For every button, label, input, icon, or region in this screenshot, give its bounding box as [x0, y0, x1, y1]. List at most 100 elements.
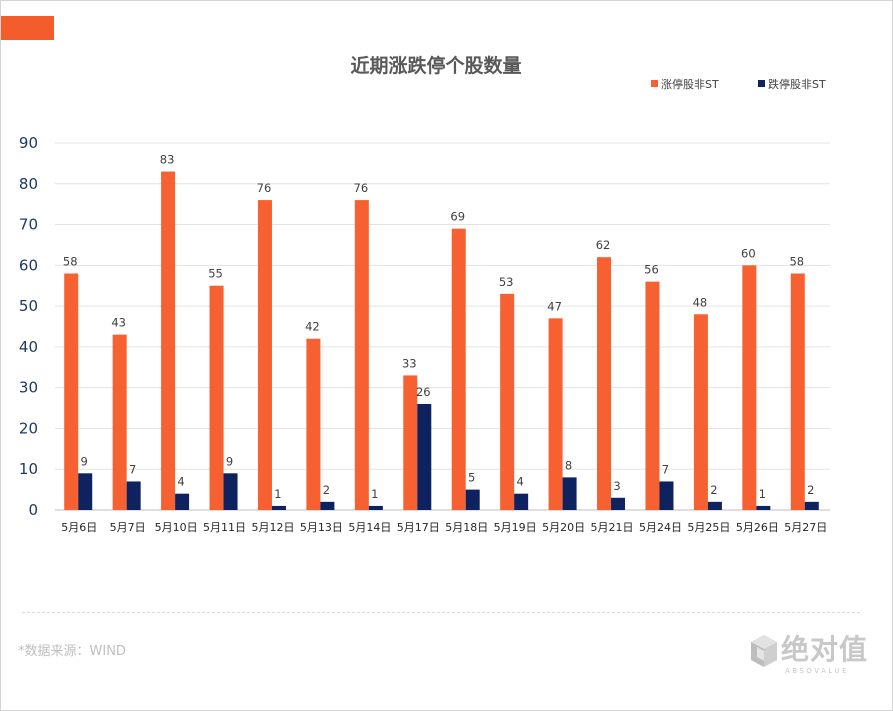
bar-limit-down: [223, 473, 238, 510]
bar-limit-down: [611, 497, 626, 510]
bar-limit-down: [707, 501, 722, 510]
brand-logo: 绝对值 ABSOVALUE: [749, 633, 869, 679]
bar-limit-down: [78, 473, 93, 510]
bar-limit-up: [403, 375, 418, 510]
bar-limit-up: [257, 200, 272, 511]
x-tick-label: 5月10日: [155, 521, 198, 534]
bar-limit-down: [126, 481, 141, 510]
data-label-limit-up: 33: [402, 356, 417, 370]
x-tick-label: 5月14日: [348, 521, 391, 534]
data-label-limit-up: 56: [644, 263, 659, 277]
bar-limit-up: [500, 293, 515, 510]
data-label-limit-up: 62: [596, 238, 611, 252]
bar-limit-up: [548, 318, 563, 510]
x-tick-label: 5月21日: [591, 521, 634, 534]
x-tick-label: 5月26日: [736, 521, 779, 534]
x-tick-label: 5月12日: [251, 521, 294, 534]
data-label-limit-up: 47: [547, 299, 562, 313]
bar-limit-down: [368, 505, 383, 510]
chart-title: 近期涨跌停个股数量: [350, 54, 521, 77]
y-tick-label: 20: [19, 419, 38, 437]
data-label-limit-down: 8: [565, 458, 572, 472]
data-label-limit-up: 58: [789, 254, 804, 268]
data-label-limit-down: 7: [129, 462, 136, 476]
bars-layer: [64, 171, 819, 511]
data-label-limit-down: 1: [371, 487, 378, 501]
bar-limit-down: [514, 493, 529, 510]
data-label-limit-down: 2: [807, 483, 814, 497]
data-label-limit-up: 58: [63, 254, 78, 268]
logo-text: 绝对值: [781, 633, 869, 666]
bar-limit-down: [756, 505, 771, 510]
x-tick-label: 5月13日: [300, 521, 343, 534]
bar-limit-up: [451, 228, 466, 510]
x-tick-label: 5月20日: [542, 521, 585, 534]
y-tick-label: 0: [28, 501, 38, 519]
x-tick-label: 5月7日: [110, 521, 146, 534]
logo-cube-icon: [751, 635, 777, 667]
bar-limit-down: [659, 481, 674, 510]
data-label-limit-down: 2: [323, 483, 330, 497]
x-tick-label: 5月17日: [397, 521, 440, 534]
bar-limit-up: [742, 265, 757, 510]
data-label-limit-down: 4: [177, 475, 184, 489]
data-label-limit-down: 7: [662, 462, 669, 476]
x-tick-label: 5月6日: [61, 521, 97, 534]
x-tick-label: 5月18日: [445, 521, 488, 534]
data-source-note: *数据来源：WIND: [18, 644, 126, 659]
bar-limit-up: [112, 334, 127, 510]
data-label-limit-down: 3: [613, 479, 620, 493]
bar-limit-up: [209, 285, 224, 510]
data-label-limit-up: 76: [354, 181, 369, 195]
bar-limit-up: [354, 200, 369, 511]
accent-tab: [1, 16, 54, 40]
data-label-limit-up: 53: [499, 275, 514, 289]
data-label-limit-down: 9: [81, 454, 88, 468]
y-tick-label: 70: [19, 216, 38, 234]
bar-limit-up: [64, 273, 79, 510]
data-label-limit-down: 2: [710, 483, 717, 497]
legend: 涨停股非ST 跌停股非ST: [651, 77, 826, 91]
footer-divider: [22, 612, 860, 613]
bar-limit-down: [175, 493, 190, 510]
legend-label: 涨停股非ST: [661, 77, 719, 91]
bar-limit-up: [693, 314, 708, 510]
x-tick-label: 5月27日: [784, 521, 827, 534]
x-tick-label: 5月25日: [687, 521, 730, 534]
bar-limit-up: [597, 257, 612, 510]
data-label-limit-up: 48: [693, 295, 708, 309]
y-tick-label: 50: [19, 297, 38, 315]
labels-layer: 5895月6日4375月7日8345月10日5595月11日7615月12日42…: [61, 153, 827, 534]
data-label-limit-down: 5: [468, 471, 475, 485]
bar-limit-down: [417, 403, 432, 510]
data-label-limit-up: 83: [160, 153, 175, 167]
legend-swatch: [758, 80, 765, 87]
data-label-limit-down: 1: [274, 487, 281, 501]
y-tick-label: 30: [19, 379, 38, 397]
bar-limit-up: [645, 281, 660, 510]
data-label-limit-up: 42: [305, 320, 320, 334]
bar-limit-down: [271, 505, 286, 510]
data-label-limit-down: 4: [516, 475, 523, 489]
data-label-limit-up: 76: [257, 181, 272, 195]
bar-limit-up: [790, 273, 805, 510]
x-tick-label: 5月11日: [203, 521, 246, 534]
data-label-limit-up: 60: [741, 246, 756, 260]
bar-limit-down: [320, 501, 335, 510]
x-tick-label: 5月24日: [639, 521, 682, 534]
bar-limit-down: [804, 501, 819, 510]
y-tick-label: 80: [19, 175, 38, 193]
y-tick-label: 10: [19, 460, 38, 478]
legend-swatch: [651, 80, 658, 87]
bar-limit-down: [465, 489, 480, 510]
logo-subtext: ABSOVALUE: [785, 667, 850, 675]
bar-limit-down: [562, 477, 577, 510]
data-label-limit-up: 69: [450, 210, 465, 224]
data-label-limit-up: 43: [111, 316, 126, 330]
x-tick-label: 5月19日: [494, 521, 537, 534]
data-label-limit-down: 26: [416, 385, 431, 399]
bar-limit-up: [161, 171, 176, 511]
bar-limit-up: [306, 338, 321, 510]
data-label-limit-down: 9: [226, 454, 233, 468]
